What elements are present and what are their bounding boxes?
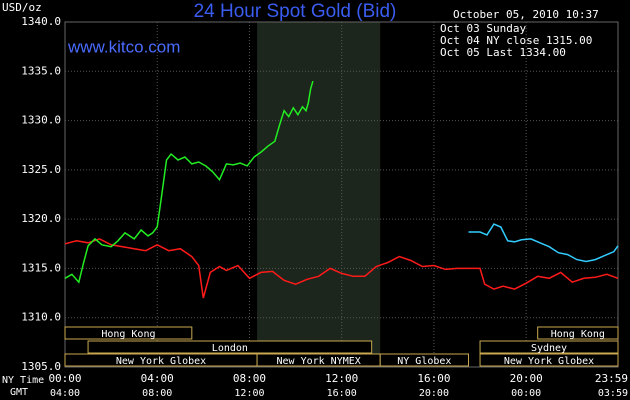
x-tick-label: 23:59: [595, 372, 628, 385]
y-tick-label: 1335.0: [21, 64, 61, 77]
session-box: [479, 353, 619, 367]
x-tick-label: 00:00: [48, 372, 81, 385]
highlight-band: [257, 22, 381, 367]
x-tick-label: 20:00: [510, 372, 543, 385]
y-tick-label: 1310.0: [21, 311, 61, 324]
series-line: [64, 80, 314, 284]
timestamp: October 05, 2010 10:37: [453, 8, 599, 21]
session-label: Sydney: [531, 343, 567, 354]
session-box: [379, 353, 470, 367]
session-box: [537, 326, 619, 340]
session-label: London: [212, 343, 248, 354]
website: www.kitco.com: [67, 37, 180, 56]
y-tick-label: 1320.0: [21, 212, 61, 225]
legend-entry: Oct 05 Last 1334.00: [440, 46, 566, 59]
session-box: [87, 340, 373, 354]
x-tick-label: 04:00: [141, 372, 174, 385]
legend-entry: Oct 03 Sunday: [440, 22, 526, 35]
legend-entry: Oct 04 NY close 1315.00: [440, 34, 592, 47]
gmt-tick-label: 16:00: [327, 388, 357, 399]
gmt-tick-label: 20:00: [419, 388, 449, 399]
x-tick-label: 12:00: [325, 372, 358, 385]
y-unit: USD/oz: [2, 1, 42, 14]
chart-title: 24 Hour Spot Gold (Bid): [194, 1, 397, 22]
series-line: [468, 223, 619, 263]
session-box: [64, 326, 193, 340]
session-label: Hong Kong: [551, 329, 605, 340]
x-tick-label: 16:00: [417, 372, 450, 385]
series-line: [64, 238, 619, 299]
plot-frame: [64, 21, 619, 368]
gmt-tick-label: 12:00: [234, 388, 264, 399]
session-label: NY Globex: [397, 356, 451, 367]
y-tick-label: 1340.0: [21, 15, 61, 28]
gmt-tick-label: 04:00: [50, 388, 80, 399]
x2-row-label: GMT: [10, 387, 28, 398]
session-label: Hong Kong: [101, 329, 155, 340]
session-label: New York NYMEX: [276, 356, 360, 367]
y-tick-label: 1330.0: [21, 114, 61, 127]
y-tick-label: 1315.0: [21, 261, 61, 274]
gmt-tick-label: 08:00: [142, 388, 172, 399]
x-row-label: NY Time: [2, 375, 44, 386]
session-label: New York Globex: [504, 356, 594, 367]
session-label: New York Globex: [116, 356, 206, 367]
gmt-tick-label: 00:00: [511, 388, 541, 399]
gmt-tick-label: 03:59: [598, 388, 628, 399]
y-tick-label: 1305.0: [21, 360, 61, 373]
y-tick-label: 1325.0: [21, 163, 61, 176]
session-box: [479, 340, 619, 354]
x-tick-label: 08:00: [233, 372, 266, 385]
